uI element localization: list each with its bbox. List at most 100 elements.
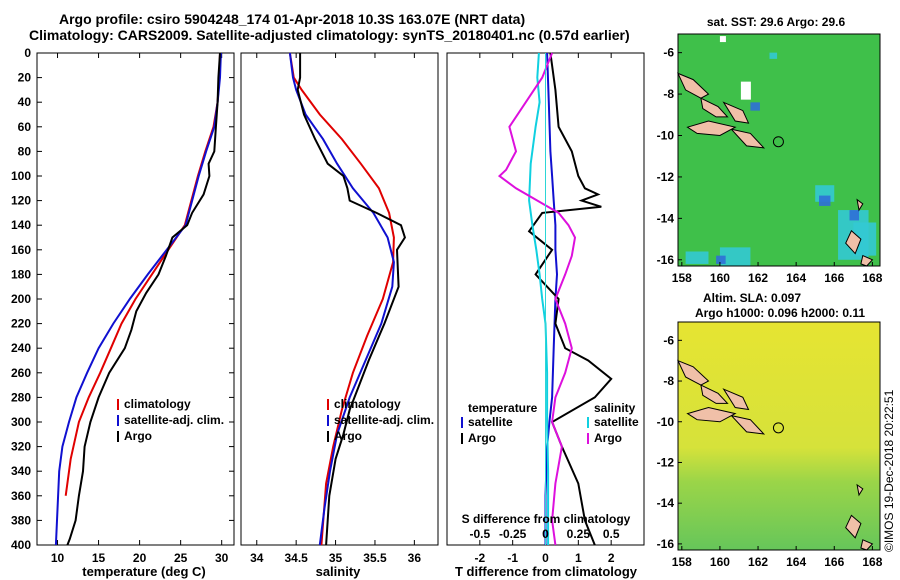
y-tick-label: 180 (11, 267, 31, 281)
sst-map: 158 160 162 164 166 168 -6 -8 -10 -12 -14 -16 (657, 33, 883, 285)
map-y-tick-label: -8 (663, 87, 674, 101)
figure-title-line2: Climatology: CARS2009. Satellite-adjuste… (29, 27, 630, 43)
watermark: ©IMOS 19-Dec-2018 20:22:51 (882, 389, 896, 552)
map-x-tick-label: 162 (748, 271, 768, 285)
series-line-argo (66, 52, 221, 546)
x-tick-label: -2 (474, 551, 485, 565)
sla-map-title-1: Altim. SLA: 0.097 (703, 291, 801, 305)
series-line-s-satellite (528, 52, 550, 545)
map-x-tick-label: 166 (824, 271, 844, 285)
temperature-xlabel: temperature (deg C) (82, 564, 206, 579)
y-tick-label: 200 (11, 292, 31, 306)
series-line-argo (296, 53, 406, 546)
map-y-tick-label: -16 (657, 537, 675, 551)
top-x-tick-label: 0.25 (567, 527, 591, 541)
y-tick-label: 120 (11, 194, 31, 208)
y-tick-label: 380 (11, 513, 31, 527)
map-y-tick-label: -16 (657, 253, 675, 267)
legend-label: Argo (334, 429, 362, 443)
y-tick-label: 340 (11, 464, 31, 478)
x-tick-label: 36 (408, 551, 422, 565)
x-tick-label: 35.5 (363, 551, 387, 565)
map-x-tick-label: 160 (710, 555, 730, 569)
y-tick-label: 60 (18, 120, 32, 134)
legend-label: satellite-adj. clim. (124, 413, 224, 427)
y-tick-label: 300 (11, 415, 31, 429)
map-y-tick-label: -12 (657, 455, 675, 469)
y-tick-label: 140 (11, 218, 31, 232)
map-island (677, 72, 710, 99)
top-x-tick-label: -0.25 (499, 527, 527, 541)
difference-xlabel: T difference from climatology (455, 564, 638, 579)
legend-label: satellite (594, 415, 639, 429)
x-tick-label: 34.5 (284, 551, 308, 565)
map-x-tick-label: 160 (710, 271, 730, 285)
legend-title-temperature: temperature (468, 401, 538, 415)
map-island (845, 514, 862, 539)
legend-label: satellite (468, 415, 513, 429)
x-tick-label: -1 (507, 551, 518, 565)
map-island (856, 483, 864, 497)
sla-map: 158 160 162 164 166 168 -6 -8 -10 -12 -14 -16 (657, 321, 883, 569)
top-x-tick-label: 0.5 (603, 527, 620, 541)
temperature-panel: 10 15 20 25 30 climatology satellite-adj. clim… (36, 52, 235, 565)
legend-label: climatology (124, 397, 191, 411)
map-x-tick-label: 158 (672, 555, 692, 569)
difference-panel: -2 -1 0 1 2 S difference from climatology-0.5… (446, 52, 645, 565)
map-island (722, 101, 750, 124)
y-tick-label: 220 (11, 317, 31, 331)
map-cloud-mask (740, 81, 751, 100)
legend-title-salinity: salinity (594, 401, 636, 415)
map-island (856, 198, 864, 212)
legend-label: satellite-adj. clim. (334, 413, 434, 427)
salinity-difference-label: S difference from climatology (462, 512, 631, 526)
map-island (722, 388, 750, 411)
map-y-tick-label: -10 (657, 415, 675, 429)
map-patch (769, 52, 778, 59)
series-line-satellite-adj-clim- (288, 52, 395, 546)
x-tick-label: 25 (174, 551, 188, 565)
legend-label: Argo (124, 429, 152, 443)
map-patch (819, 195, 831, 206)
map-y-tick-label: -6 (663, 333, 674, 347)
map-island (845, 229, 862, 255)
map-patch (716, 255, 726, 264)
depth-axis-ticks: 0 20 40 60 80 100 120 140 160 180 200 220 240 260 280 3… (11, 46, 31, 552)
y-tick-label: 100 (11, 169, 31, 183)
x-tick-label: 15 (92, 551, 106, 565)
map-x-tick-label: 162 (748, 555, 768, 569)
y-tick-label: 320 (11, 440, 31, 454)
map-patch (849, 210, 860, 221)
map-y-tick-label: -8 (663, 374, 674, 388)
map-patch (719, 247, 751, 266)
map-x-tick-label: 168 (862, 555, 882, 569)
series-line-s-argo (497, 52, 577, 546)
map-x-tick-label: 164 (786, 555, 806, 569)
x-tick-label: 1 (575, 551, 582, 565)
map-island (677, 359, 710, 386)
map-island (700, 384, 729, 404)
map-island (729, 128, 766, 149)
x-tick-label: 34 (250, 551, 264, 565)
sla-map-title-2: Argo h1000: 0.096 h2000: 0.11 (695, 306, 865, 320)
map-patch (685, 251, 709, 264)
map-x-tick-label: 166 (824, 555, 844, 569)
series-line-satellite-adj-clim- (54, 52, 222, 546)
map-frame (677, 33, 881, 267)
map-y-tick-label: -10 (657, 129, 675, 143)
map-island (700, 97, 729, 118)
sst-map-title: sat. SST: 29.6 Argo: 29.6 (707, 15, 846, 29)
panel-frame (240, 52, 439, 546)
map-patch (853, 222, 877, 256)
map-x-tick-label: 158 (672, 271, 692, 285)
map-patch (750, 102, 760, 111)
y-tick-label: 80 (18, 144, 32, 158)
y-tick-label: 400 (11, 538, 31, 552)
x-tick-label: 30 (215, 551, 229, 565)
x-tick-label: 2 (608, 551, 615, 565)
top-x-tick-label: 0 (542, 527, 549, 541)
map-island (686, 406, 737, 423)
salinity-xlabel: salinity (316, 564, 362, 579)
legend-label: climatology (334, 397, 401, 411)
